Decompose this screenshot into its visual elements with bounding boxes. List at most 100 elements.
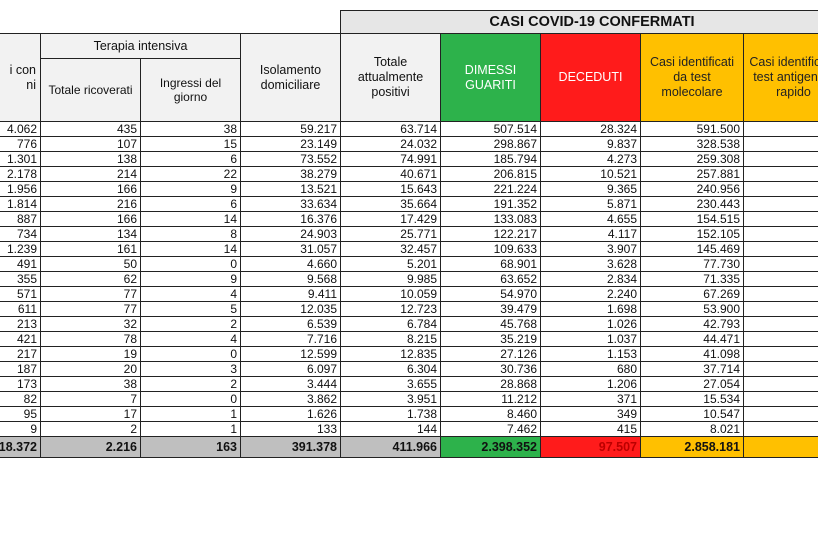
col-totale-ricoverati-cell: 2: [40, 421, 141, 437]
col-casi-molecolare-cell: 328.538: [640, 136, 744, 152]
table-row: 1.814 216 6 33.634 35.664 191.352 5.871 230.443…: [0, 196, 818, 212]
col-casi-molecolare-cell: 67.269: [640, 286, 744, 302]
col-totale-ricoverati-cell: 50: [40, 256, 141, 272]
col-isolamento-cell: 7.716: [240, 331, 341, 347]
col-totale-positivi-cell: 12.723: [340, 301, 441, 317]
col-isolamento-cell: 31.057: [240, 241, 341, 257]
col-totale-positivi-cell: 6.304: [340, 361, 441, 377]
col-deceduti-cell: 415: [540, 421, 641, 437]
col-ingressi-giorno-cell: 8: [140, 226, 241, 242]
col-ingressi-giorno-cell: 15: [140, 136, 241, 152]
col-ingressi-giorno-cell: 0: [140, 391, 241, 407]
col-deceduti-total: 97.507: [540, 436, 641, 458]
banner-title: CASI COVID-19 CONFERMATI: [339, 10, 818, 34]
col-left-partial-cell: 421: [0, 331, 41, 347]
col-casi-molecolare-cell: 240.956: [640, 181, 744, 197]
col-left-partial-cell: 82: [0, 391, 41, 407]
col-totale-positivi-total: 411.966: [340, 436, 441, 458]
col-dimessi-cell: 221.224: [440, 181, 541, 197]
col-totale-positivi-cell: 10.059: [340, 286, 441, 302]
col-totale-ricoverati-cell: 38: [40, 376, 141, 392]
col-casi-molecolare-cell: 42.793: [640, 316, 744, 332]
col-ingressi-giorno-cell: 1: [140, 421, 241, 437]
table-row: 82 7 0 3.862 3.951 11.212 371 15.534: [0, 391, 818, 407]
col-totale-positivi-cell: 5.201: [340, 256, 441, 272]
col-totale-ricoverati-cell: 166: [40, 211, 141, 227]
header-row-1: i con ni Terapia intensiva Isolamento do…: [0, 33, 818, 122]
col-dimessi-cell: 63.652: [440, 271, 541, 287]
col-dimessi-cell: 27.126: [440, 346, 541, 362]
col-ingressi-giorno-cell: 1: [140, 406, 241, 422]
col-dimessi-cell: 35.219: [440, 331, 541, 347]
col-totale-positivi-cell: 9.985: [340, 271, 441, 287]
col-ingressi-giorno-cell: 14: [140, 211, 241, 227]
col-dimessi-cell: 185.794: [440, 151, 541, 167]
col-casi-antigenico-cell: [742, 391, 818, 407]
col-deceduti-cell: 349: [540, 406, 641, 422]
header-deceduti: DECEDUTI: [540, 33, 641, 122]
col-ingressi-giorno-cell: 4: [140, 331, 241, 347]
col-ingressi-giorno-cell: 2: [140, 376, 241, 392]
col-deceduti-cell: 9.365: [540, 181, 641, 197]
col-isolamento-cell: 4.660: [240, 256, 341, 272]
col-dimessi-cell: 133.083: [440, 211, 541, 227]
col-ingressi-giorno-total: 163: [140, 436, 241, 458]
col-casi-molecolare-total: 2.858.181: [640, 436, 744, 458]
col-totale-positivi-cell: 74.991: [340, 151, 441, 167]
col-casi-antigenico-cell: [742, 211, 818, 227]
col-casi-molecolare-cell: 10.547: [640, 406, 744, 422]
col-isolamento-cell: 73.552: [240, 151, 341, 167]
col-totale-ricoverati-cell: 77: [40, 286, 141, 302]
col-deceduti-cell: 2.240: [540, 286, 641, 302]
col-left-partial-cell: 355: [0, 271, 41, 287]
col-totale-positivi-cell: 8.215: [340, 331, 441, 347]
header-left-partial-text: i con ni: [9, 62, 36, 92]
col-totale-ricoverati-total: 2.216: [40, 436, 141, 458]
col-ingressi-giorno-cell: 9: [140, 271, 241, 287]
col-dimessi-cell: 109.633: [440, 241, 541, 257]
col-totale-positivi-cell: 1.738: [340, 406, 441, 422]
col-casi-antigenico-cell: [742, 331, 818, 347]
col-isolamento-cell: 16.376: [240, 211, 341, 227]
table-row: 571 77 4 9.411 10.059 54.970 2.240 67.269: [0, 286, 818, 302]
table-row: 611 77 5 12.035 12.723 39.479 1.698 53.900: [0, 301, 818, 317]
col-ingressi-giorno-cell: 22: [140, 166, 241, 182]
col-ingressi-giorno-cell: 0: [140, 256, 241, 272]
col-left-partial-cell: 1.956: [0, 181, 41, 197]
col-totale-ricoverati-cell: 216: [40, 196, 141, 212]
col-isolamento-cell: 1.626: [240, 406, 341, 422]
col-ingressi-giorno-cell: 9: [140, 181, 241, 197]
col-casi-molecolare-cell: 8.021: [640, 421, 744, 437]
col-dimessi-cell: 8.460: [440, 406, 541, 422]
col-ingressi-giorno-cell: 3: [140, 361, 241, 377]
col-casi-molecolare-cell: 44.471: [640, 331, 744, 347]
col-deceduti-cell: 9.837: [540, 136, 641, 152]
col-totale-ricoverati-cell: 17: [40, 406, 141, 422]
header-row-2: Totale ricoverati Ingressi del giorno: [0, 58, 818, 122]
header-totale-ricoverati: Totale ricoverati: [40, 58, 141, 122]
col-left-partial-cell: 217: [0, 346, 41, 362]
col-deceduti-cell: 3.907: [540, 241, 641, 257]
totals-row: 18.372 2.216 163 391.378 411.966 2.398.352 97.…: [0, 436, 818, 458]
col-totale-positivi-cell: 25.771: [340, 226, 441, 242]
banner-blank: [0, 10, 341, 34]
col-casi-antigenico-cell: 5: [742, 271, 818, 287]
col-casi-antigenico-cell: [742, 361, 818, 377]
col-casi-antigenico-cell: [742, 301, 818, 317]
col-dimessi-cell: 507.514: [440, 121, 541, 137]
col-casi-antigenico-cell: [742, 256, 818, 272]
col-left-partial-total: 18.372: [0, 436, 41, 458]
table-row: 2.178 214 22 38.279 40.671 206.815 10.521 257.8…: [0, 166, 818, 182]
col-casi-antigenico-cell: [742, 286, 818, 302]
col-casi-molecolare-cell: 15.534: [640, 391, 744, 407]
col-casi-molecolare-cell: 259.308: [640, 151, 744, 167]
header-terapia-intensiva: Terapia intensiva: [40, 33, 241, 59]
col-dimessi-cell: 206.815: [440, 166, 541, 182]
col-deceduti-cell: 3.628: [540, 256, 641, 272]
col-casi-antigenico-cell: [742, 226, 818, 242]
col-left-partial-cell: 1.301: [0, 151, 41, 167]
table-row: 9 2 1 133 144 7.462 415 8.021: [0, 421, 818, 437]
col-dimessi-cell: 45.768: [440, 316, 541, 332]
col-totale-ricoverati-cell: 19: [40, 346, 141, 362]
